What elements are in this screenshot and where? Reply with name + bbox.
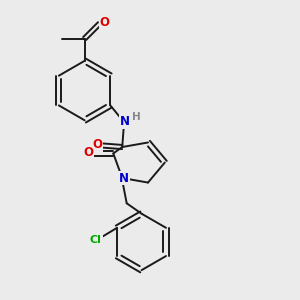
- Text: N: N: [120, 115, 130, 128]
- Text: N: N: [119, 172, 129, 184]
- Text: H: H: [132, 112, 141, 122]
- Text: O: O: [100, 16, 110, 29]
- Text: O: O: [92, 138, 102, 151]
- Text: O: O: [83, 146, 93, 159]
- Text: Cl: Cl: [90, 235, 102, 245]
